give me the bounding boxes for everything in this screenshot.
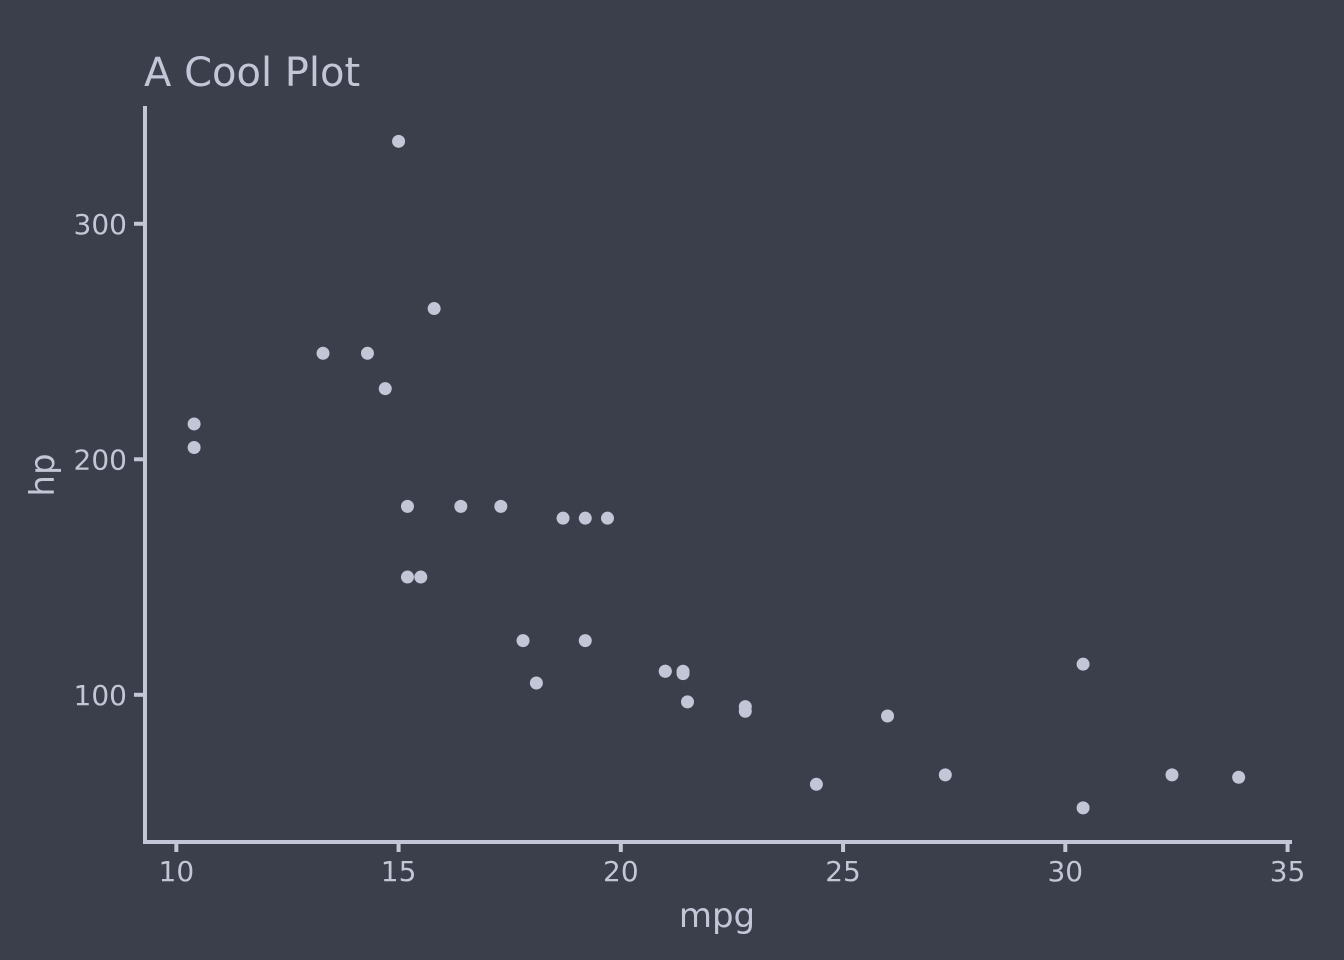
- x-tick-label: 15: [381, 855, 417, 888]
- data-point: [378, 382, 392, 396]
- data-point: [360, 346, 374, 360]
- data-point: [738, 700, 752, 714]
- data-point: [1076, 801, 1090, 815]
- data-point: [529, 676, 543, 690]
- data-point: [881, 709, 895, 723]
- data-point: [1165, 768, 1179, 782]
- data-point: [676, 667, 690, 681]
- data-point: [427, 302, 441, 316]
- data-point: [1232, 770, 1246, 784]
- y-tick-label: 100: [74, 679, 127, 712]
- data-point: [556, 511, 570, 525]
- x-tick-label: 30: [1047, 855, 1083, 888]
- y-axis-title: hp: [23, 453, 63, 496]
- data-point: [187, 417, 201, 431]
- data-point: [578, 511, 592, 525]
- data-point: [400, 570, 414, 584]
- x-tick-label: 25: [825, 855, 861, 888]
- data-point: [938, 768, 952, 782]
- x-tick-label: 10: [159, 855, 195, 888]
- data-point: [1076, 657, 1090, 671]
- y-axis-ticks: 100 200 300: [74, 208, 145, 712]
- data-point: [809, 777, 823, 791]
- data-point: [414, 570, 428, 584]
- data-point: [494, 499, 508, 513]
- data-point: [600, 511, 614, 525]
- data-point: [187, 441, 201, 455]
- data-point: [316, 346, 330, 360]
- data-point: [454, 499, 468, 513]
- data-point: [516, 634, 530, 648]
- data-point: [400, 499, 414, 513]
- y-tick-label: 200: [74, 443, 127, 476]
- x-tick-label: 20: [603, 855, 639, 888]
- data-point: [578, 634, 592, 648]
- chart-title: A Cool Plot: [144, 50, 360, 96]
- x-axis-ticks: 10 15 20 25 30 35: [159, 842, 1306, 888]
- data-points: [187, 134, 1246, 815]
- data-point: [392, 134, 406, 148]
- x-axis-title: mpg: [679, 896, 755, 936]
- data-point: [680, 695, 694, 709]
- y-tick-label: 300: [74, 208, 127, 241]
- x-tick-label: 35: [1270, 855, 1306, 888]
- data-point: [658, 664, 672, 678]
